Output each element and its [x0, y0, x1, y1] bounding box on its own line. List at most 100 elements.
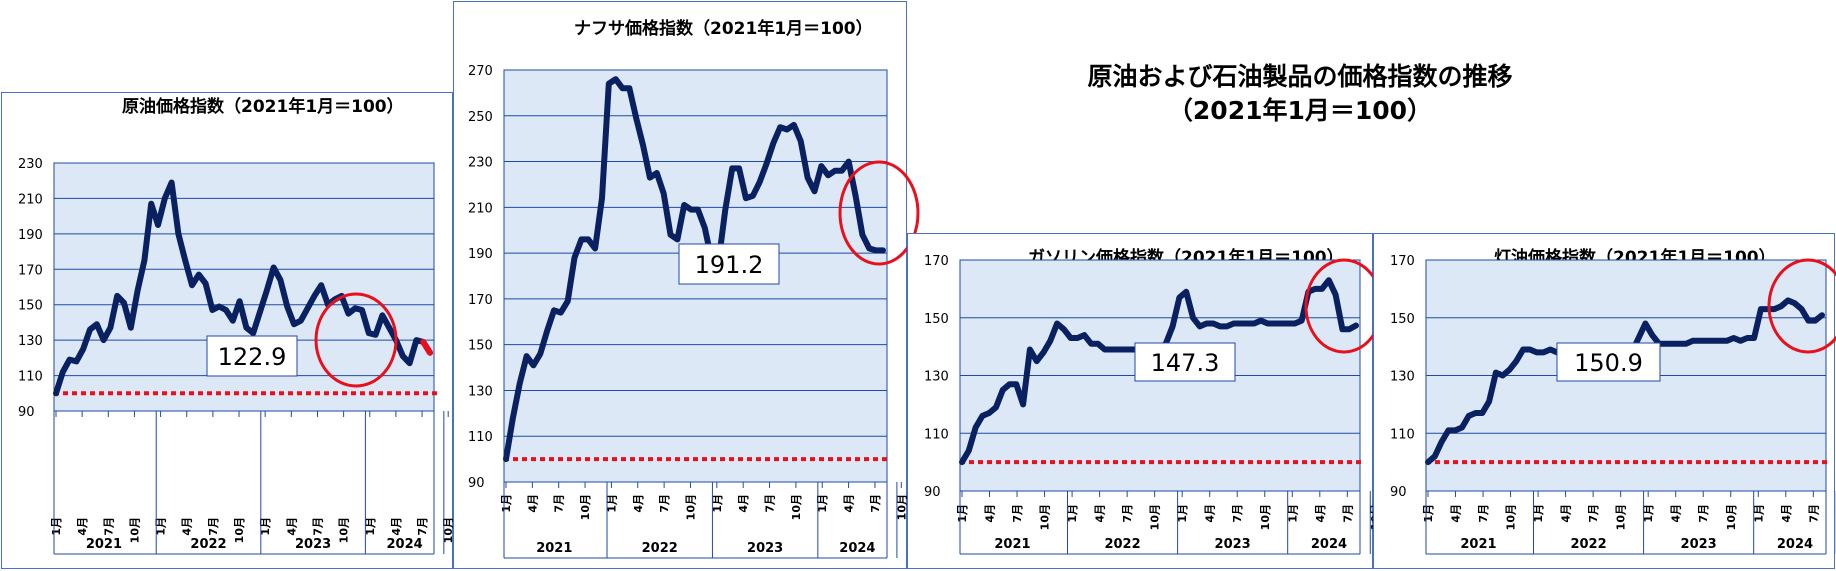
x-month-label: 1月	[364, 517, 377, 536]
x-month-label: 10月	[442, 517, 455, 543]
x-month-label: 4月	[984, 504, 997, 523]
crude-oil-chart-panel: 原油価格指数（2021年1月＝100） 90 110 130 150 170 190 210 2…	[1, 92, 534, 569]
x-month-label: 1月	[1176, 504, 1189, 523]
y-tick-label: 150	[1390, 312, 1415, 327]
x-year-label: 2024	[1311, 537, 1347, 552]
x-year-label: 2022	[190, 537, 226, 552]
x-month-label: 1月	[1532, 504, 1545, 523]
x-month-label: 1月	[1752, 504, 1765, 523]
x-year-label: 2021	[994, 537, 1030, 552]
naphtha-chart: ナフサ価格指数（2021年1月＝100） 90 110 130 150 170 190 210…	[468, 18, 987, 559]
x-month-label: 4月	[390, 517, 403, 536]
y-tick-label: 130	[468, 384, 493, 399]
y-tick-label: 90	[18, 405, 35, 420]
x-month-label: 1月	[956, 504, 969, 523]
x-month-label: 10月	[684, 494, 697, 520]
x-month-label: 10月	[1259, 504, 1272, 530]
kerosene-chart-panel: 灯油価格指数（2021年1月＝100） 90 110 130 150 170 1月 4月 7月 1…	[1373, 233, 1836, 569]
y-tick-label: 90	[468, 476, 485, 491]
x-year-label: 2023	[295, 537, 331, 552]
x-month-label: 10月	[1615, 504, 1628, 530]
y-tick-label: 150	[468, 339, 493, 354]
y-tick-label: 110	[1390, 427, 1415, 442]
x-month-label: 7月	[311, 517, 324, 536]
x-year-label: 2024	[839, 541, 875, 556]
y-tick-label: 130	[924, 370, 949, 385]
x-month-label: 10月	[1835, 504, 1836, 530]
y-tick-label: 170	[18, 263, 43, 278]
x-month-label: 10月	[338, 517, 351, 543]
series-line	[503, 76, 886, 463]
y-tick-label: 190	[468, 247, 493, 262]
x-year-label: 2024	[1777, 537, 1813, 552]
x-month-label: 4月	[737, 494, 750, 513]
y-tick-label: 250	[468, 110, 493, 125]
main-title-line1: 原油および石油製品の価格指数の推移	[1087, 62, 1513, 91]
y-tick-label: 90	[1390, 485, 1407, 500]
callout-value: 147.3	[1151, 349, 1220, 377]
x-month-label: 7月	[1341, 504, 1354, 523]
y-tick-label: 230	[468, 156, 493, 171]
x-month-label: 7月	[207, 517, 220, 536]
x-month-label: 4月	[1450, 504, 1463, 523]
x-month-label: 4月	[1670, 504, 1683, 523]
x-month-label: 4月	[1780, 504, 1793, 523]
x-month-label: 4月	[1204, 504, 1217, 523]
callout-box	[1134, 342, 1236, 382]
x-month-label: 4月	[526, 494, 539, 513]
x-month-label: 7月	[1477, 504, 1490, 523]
y-tick-label: 170	[468, 293, 493, 308]
x-month-label: 7月	[1697, 504, 1710, 523]
x-month-label: 10月	[579, 494, 592, 520]
x-year-label: 2023	[1215, 537, 1251, 552]
x-month-label: 7月	[869, 494, 882, 513]
x-month-label: 4月	[1560, 504, 1573, 523]
callout-value: 122.9	[218, 343, 287, 371]
x-month-label: 7月	[553, 494, 566, 513]
x-month-label: 7月	[1231, 504, 1244, 523]
x-month-label: 7月	[764, 494, 777, 513]
naphtha-chart-panel: ナフサ価格指数（2021年1月＝100） 90 110 130 150 170 190 210…	[453, 1, 987, 569]
y-tick-label: 190	[18, 228, 43, 243]
x-month-label: 7月	[1011, 504, 1024, 523]
x-month-label: 1月	[1066, 504, 1079, 523]
x-year-label: 2021	[86, 537, 122, 552]
series-line	[53, 179, 433, 397]
x-month-label: 7月	[1807, 504, 1820, 523]
chart-title: 原油価格指数（2021年1月＝100）	[122, 96, 404, 117]
x-year-label: 2023	[1681, 537, 1717, 552]
x-month-label: 1月	[50, 517, 63, 536]
x-month-label: 7月	[1587, 504, 1600, 523]
x-month-label: 1月	[500, 494, 513, 513]
x-month-label: 1月	[155, 517, 168, 536]
x-month-label: 7月	[1121, 504, 1134, 523]
highlight-ellipse	[314, 292, 398, 388]
x-month-label: 4月	[632, 494, 645, 513]
y-tick-label: 170	[924, 254, 949, 269]
main-title-line2: （2021年1月＝100）	[1167, 96, 1433, 125]
x-month-label: 1月	[259, 517, 272, 536]
x-year-label: 2024	[387, 537, 423, 552]
latest-segment	[420, 338, 433, 356]
x-month-label: 10月	[1505, 504, 1518, 530]
chart-title: ナフサ価格指数（2021年1月＝100）	[574, 18, 873, 39]
x-month-label: 4月	[285, 517, 298, 536]
y-tick-label: 270	[468, 64, 493, 79]
x-month-label: 1月	[816, 494, 829, 513]
crude-oil-chart: 原油価格指数（2021年1月＝100） 90 110 130 150 170 190 210 2…	[18, 96, 534, 555]
x-month-label: 10月	[790, 494, 803, 520]
x-month-label: 1月	[711, 494, 724, 513]
x-month-label: 4月	[1094, 504, 1107, 523]
callout-box	[1556, 342, 1661, 382]
main-title: 原油および石油製品の価格指数の推移 （2021年1月＝100）	[1020, 60, 1580, 128]
x-month-label: 7月	[416, 517, 429, 536]
x-year-label: 2022	[1570, 537, 1606, 552]
highlight-ellipse	[838, 160, 920, 266]
x-month-label: 10月	[233, 517, 246, 543]
x-month-label: 4月	[1314, 504, 1327, 523]
x-month-label: 10月	[1149, 504, 1162, 530]
x-month-label: 10月	[1039, 504, 1052, 530]
gasoline-chart-panel: ガソリン価格指数（2021年1月＝100） 90 110 130 150 170 1月 4月 7…	[907, 233, 1464, 569]
